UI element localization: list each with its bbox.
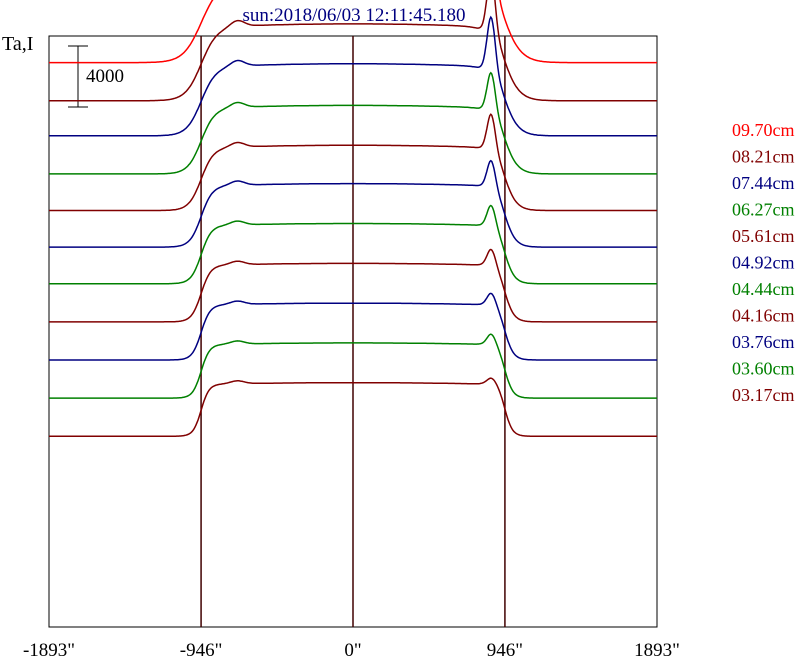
series-line-05.61cm [49,113,657,212]
chart-title: sun:2018/06/03 12:11:45.180 [242,5,465,26]
series-line-04.44cm [49,204,657,285]
y-axis-label: Ta,I [2,33,33,55]
legend-entry: 07.44cm [732,173,795,193]
legend-entry: 04.44cm [732,279,795,299]
legend-entry: 09.70cm [732,120,795,140]
legend-entry: 03.60cm [732,359,795,379]
legend: 09.70cm 08.21cm 07.44cm 06.27cm 05.61cm 04.92… [732,120,795,405]
series-line-03.17cm [49,377,657,438]
series-line-06.27cm [49,71,657,175]
vertical-markers [200,36,506,627]
legend-entry: 05.61cm [732,226,795,246]
legend-entry: 08.21cm [732,147,795,167]
series-line-09.70cm [49,0,657,64]
legend-entry: 03.17cm [732,385,795,405]
series-line-03.60cm [49,333,657,399]
series-line-07.44cm [49,15,657,137]
legend-entry: 04.92cm [732,253,795,273]
series-line-04.92cm [49,159,657,248]
scale-bar: 4000 [68,45,124,108]
x-tick-label: 0" [344,640,361,661]
x-tick-label: 946" [487,640,523,661]
scale-bar-label: 4000 [86,66,124,87]
legend-entry: 06.27cm [732,200,795,220]
x-tick-label: -946" [180,640,223,661]
x-tick-label: -1893" [23,640,75,661]
series-line-03.76cm [49,292,657,361]
legend-entry: 03.76cm [732,332,795,352]
spectrum-curves [49,0,657,438]
legend-entry: 04.16cm [732,306,795,326]
series-line-08.21cm [49,0,657,102]
series-line-04.16cm [49,248,657,323]
x-tick-label: 1893" [634,640,680,661]
x-axis-ticks: -1893" -946" 0" 946" 1893" [23,640,680,661]
